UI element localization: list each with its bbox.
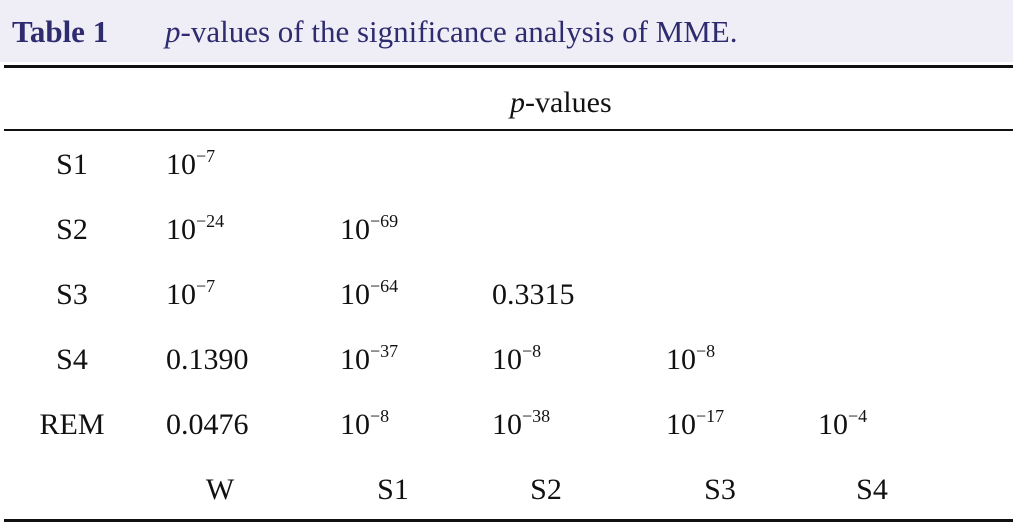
cell-base: 10 xyxy=(166,213,196,246)
bottom-rule xyxy=(4,519,1013,522)
row-label: REM xyxy=(39,408,105,441)
cell-base: 10 xyxy=(818,408,848,441)
cell-exponent: −24 xyxy=(196,211,225,231)
cell: 10−37 xyxy=(340,341,399,380)
cell-base: 10 xyxy=(666,408,696,441)
cell-base: 10 xyxy=(492,343,522,376)
cell: 10−4 xyxy=(818,406,868,445)
cell-base: 10 xyxy=(492,408,522,441)
column-label: W xyxy=(205,473,235,506)
cell-base: 10 xyxy=(666,343,696,376)
cell: 10−7 xyxy=(166,146,216,185)
column-label: S3 xyxy=(704,473,736,506)
cell: 10−64 xyxy=(340,276,399,315)
cell: 10−38 xyxy=(492,406,551,445)
cell-base: 10 xyxy=(340,278,370,311)
cell-base: 10 xyxy=(166,148,196,181)
cell: 10−24 xyxy=(166,211,225,250)
cell-exponent: −7 xyxy=(196,276,216,296)
cell: 0.0476 xyxy=(166,408,249,441)
column-label: S1 xyxy=(377,473,409,506)
cell-exponent: −8 xyxy=(370,406,390,426)
cell-exponent: −37 xyxy=(370,341,399,361)
cell: 10−8 xyxy=(340,406,390,445)
cell-base: 10 xyxy=(340,213,370,246)
cell: 10−8 xyxy=(492,341,542,380)
column-label: S2 xyxy=(530,473,562,506)
header-italic: p xyxy=(510,86,525,119)
header-rest: -values xyxy=(525,86,612,119)
cell-base: 10 xyxy=(340,408,370,441)
caption-label: Table 1 xyxy=(12,14,109,49)
cell-exponent: −4 xyxy=(848,406,868,426)
cell: 10−17 xyxy=(666,406,725,445)
column-label: S4 xyxy=(856,473,888,506)
cell-exponent: −17 xyxy=(696,406,725,426)
cell: 10−7 xyxy=(166,276,216,315)
caption-text: p-values of the significance analysis of… xyxy=(165,14,738,50)
caption: Table 1 p-values of the significance ana… xyxy=(0,0,1013,62)
row-label: S4 xyxy=(56,343,88,376)
caption-rest: -values of the significance analysis of … xyxy=(180,14,738,49)
cell-base: 10 xyxy=(340,343,370,376)
row-label: S3 xyxy=(56,278,88,311)
cell: 10−8 xyxy=(666,341,716,380)
cell-exponent: −8 xyxy=(522,341,542,361)
mid-rule xyxy=(4,129,1013,131)
cell: 0.3315 xyxy=(492,278,575,311)
header: p-values xyxy=(510,86,612,120)
cell-exponent: −64 xyxy=(370,276,399,296)
row-label: S1 xyxy=(56,148,88,181)
row-label: S2 xyxy=(56,213,88,246)
cell: 10−69 xyxy=(340,211,399,250)
cell-exponent: −38 xyxy=(522,406,551,426)
caption-italic: p xyxy=(165,14,181,49)
cell-exponent: −7 xyxy=(196,146,216,166)
cell-base: 10 xyxy=(166,278,196,311)
cell-exponent: −69 xyxy=(370,211,399,231)
cell-exponent: −8 xyxy=(696,341,716,361)
top-rule xyxy=(4,65,1013,68)
cell: 0.1390 xyxy=(166,343,249,376)
